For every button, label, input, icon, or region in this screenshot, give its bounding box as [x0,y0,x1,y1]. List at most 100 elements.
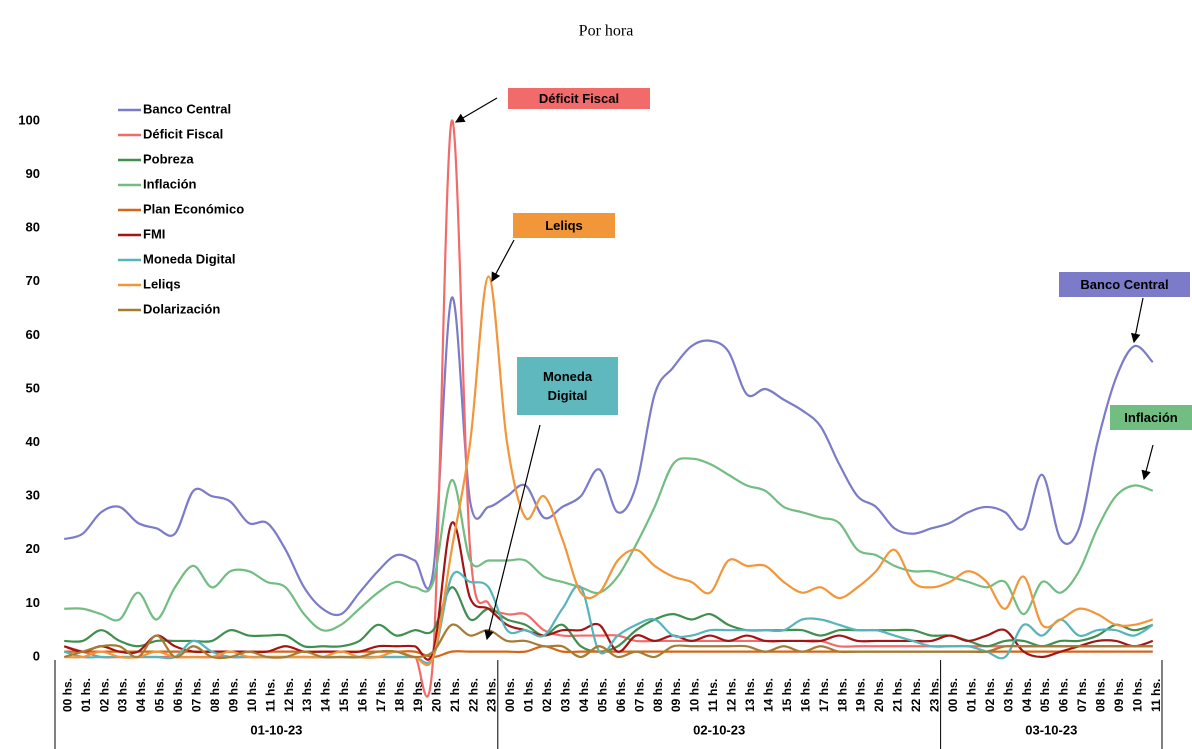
x-tick-label: 08 hs. [1094,678,1108,712]
x-tick-label: 12 hs. [725,678,739,712]
annotation-arrow [454,97,498,123]
x-tick-label: 06 hs. [614,678,628,712]
x-tick-label: 11 hs. [263,679,277,712]
group-label: 01-10-23 [250,722,302,737]
x-tick-label: 05 hs. [153,678,167,712]
x-tick-label: 08 hs. [208,678,222,712]
x-tick-label: 18 hs. [392,678,406,712]
x-tick-label: 08 hs. [651,678,665,712]
y-tick-label: 90 [26,166,40,181]
chart-title: Por hora [579,23,634,40]
x-tick-label: 05 hs. [595,678,609,712]
line-series [64,457,1154,632]
x-tick-label: 09 hs. [1112,678,1126,712]
x-tick-label: 07 hs. [632,678,646,712]
legend-label: Banco Central [143,101,231,116]
x-tick-label: 21 hs. [448,678,462,712]
y-tick-label: 40 [26,434,40,449]
x-tick-label: 11 hs. [706,679,720,712]
y-tick-label: 0 [33,648,40,663]
x-tick-label: 04 hs. [134,678,148,712]
x-tick-label: 04 hs. [1020,678,1034,712]
x-tick-label: 22 hs. [909,678,923,712]
x-tick-label: 14 hs. [761,678,775,712]
x-tick-label: 15 hs. [780,678,794,712]
x-tick-label: 10 hs. [245,678,259,712]
x-tick-label: 15 hs. [337,678,351,712]
legend-label: Déficit Fiscal [143,126,223,141]
x-tick-label: 23 hs. [928,678,942,712]
x-tick-label: 00 hs. [503,678,517,712]
legend-label: Leliqs [143,276,181,291]
x-tick-label: 01 hs. [79,678,93,712]
x-tick-label: 02 hs. [983,678,997,712]
x-tick-label: 04 hs. [577,678,591,712]
annotation: Banco Central [1059,272,1190,297]
y-tick-label: 70 [26,273,40,288]
legend-label: Dolarización [143,301,220,316]
y-tick-label: 30 [26,488,40,503]
annotation-arrow [1130,297,1144,344]
x-tick-label: 02 hs. [97,678,111,712]
x-tick-label: 19 hs. [854,678,868,712]
x-tick-label: 16 hs. [798,678,812,712]
x-tick-label: 16 hs. [356,678,370,712]
x-tick-label: 10 hs. [688,678,702,712]
x-tick-label: 01 hs. [522,678,536,712]
line-series [64,275,1154,667]
x-tick-label: 11 hs. [1149,679,1163,712]
x-tick-label: 17 hs. [817,678,831,712]
annotation-arrow [491,239,515,283]
y-tick-label: 80 [26,220,40,235]
legend-label: Plan Económico [143,201,244,216]
y-tick-label: 100 [18,112,40,127]
legend-label: Inflación [143,176,197,191]
x-tick-label: 02 hs. [540,678,554,712]
x-tick-label: 07 hs. [190,678,204,712]
x-tick-label: 07 hs. [1075,678,1089,712]
y-tick-label: 10 [26,595,40,610]
legend-label: Moneda Digital [143,251,235,266]
x-tick-label: 20 hs. [872,678,886,712]
y-tick-label: 20 [26,541,40,556]
annotation: Moneda Digital [517,357,618,415]
x-tick-label: 01 hs. [964,678,978,712]
line-series [63,296,1154,617]
x-tick-label: 14 hs. [319,678,333,712]
x-tick-label: 00 hs. [60,678,74,712]
legend-label: Pobreza [143,151,194,166]
x-tick-label: 03 hs. [116,678,130,712]
x-tick-label: 10 hs. [1130,678,1144,712]
annotation: Leliqs [513,213,615,238]
x-tick-label: 03 hs. [1001,678,1015,712]
x-tick-label: 05 hs. [1038,678,1052,712]
x-tick-label: 06 hs. [171,678,185,712]
line-series [64,586,1154,653]
x-tick-label: 12 hs. [282,678,296,712]
x-tick-label: 20 hs. [429,678,443,712]
annotation: Inflación [1110,405,1192,430]
annotation-arrow [1141,444,1154,481]
line-series [63,623,1153,660]
x-tick-label: 09 hs. [226,678,240,712]
annotation: Déficit Fiscal [508,88,650,109]
line-series [63,521,1154,661]
x-tick-label: 03 hs. [559,678,573,712]
x-tick-label: 13 hs. [300,678,314,712]
legend-label: FMI [143,226,165,241]
x-tick-label: 22 hs. [466,678,480,712]
x-tick-label: 06 hs. [1057,678,1071,712]
x-tick-label: 19 hs. [411,678,425,712]
x-tick-label: 21 hs. [891,678,905,712]
y-tick-label: 60 [26,327,40,342]
x-tick-label: 23 hs. [485,678,499,712]
x-tick-label: 00 hs. [946,678,960,712]
x-tick-label: 17 hs. [374,678,388,712]
x-tick-label: 13 hs. [743,678,757,712]
x-tick-label: 18 hs. [835,678,849,712]
annotation-arrow [484,424,541,641]
group-label: 03-10-23 [1025,722,1077,737]
y-tick-label: 50 [26,380,40,395]
